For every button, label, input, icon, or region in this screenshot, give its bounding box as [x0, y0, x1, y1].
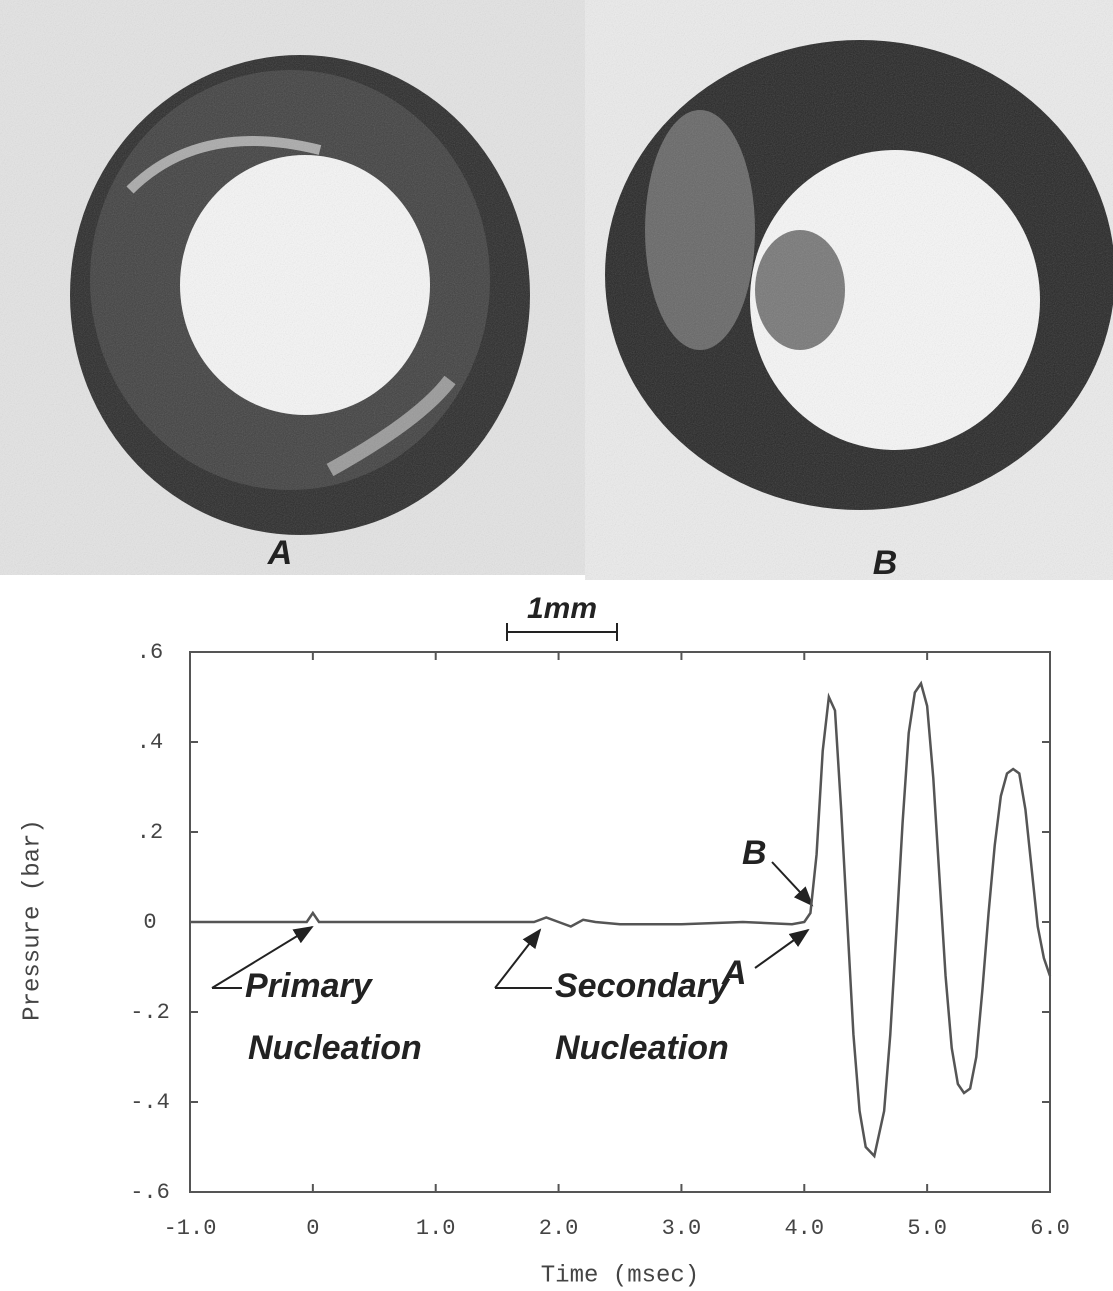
pressure-line — [190, 680, 1052, 1159]
annotation: Nucleation — [555, 1029, 729, 1067]
photo-b — [585, 0, 1113, 580]
x-tick-label: 2.0 — [539, 1216, 579, 1241]
y-tick-label: -.6 — [130, 1180, 170, 1205]
scale-bar-label: 1mm — [527, 592, 597, 625]
x-tick-label: 6.0 — [1030, 1216, 1070, 1241]
x-tick-label: 5.0 — [907, 1216, 947, 1241]
annotation: A — [721, 954, 747, 992]
photo-label: B — [873, 544, 898, 582]
x-tick-label: 0 — [306, 1216, 319, 1241]
x-tick-label: -1.0 — [164, 1216, 217, 1241]
y-tick-label: -.2 — [130, 1000, 170, 1025]
photo-label: A — [267, 534, 293, 572]
y-axis-title: Pressure (bar) — [19, 819, 46, 1021]
y-tick-label: .4 — [137, 730, 163, 755]
annotation-arrows — [211, 861, 814, 989]
y-tick-label: .2 — [137, 820, 163, 845]
annotation: Nucleation — [248, 1029, 422, 1067]
y-tick-label: 0 — [143, 910, 156, 935]
annotation: Primary — [245, 967, 374, 1005]
x-tick-label: 1.0 — [416, 1216, 456, 1241]
annotation: B — [742, 834, 767, 872]
y-tick-label: -.4 — [130, 1090, 170, 1115]
x-tick-label: 3.0 — [662, 1216, 702, 1241]
annotation: Secondary — [555, 967, 731, 1005]
scale-bar — [506, 623, 618, 641]
x-tick-label: 4.0 — [784, 1216, 824, 1241]
x-axis-title: Time (msec) — [541, 1262, 699, 1289]
y-tick-label: .6 — [137, 640, 163, 665]
photo-a — [0, 0, 585, 575]
